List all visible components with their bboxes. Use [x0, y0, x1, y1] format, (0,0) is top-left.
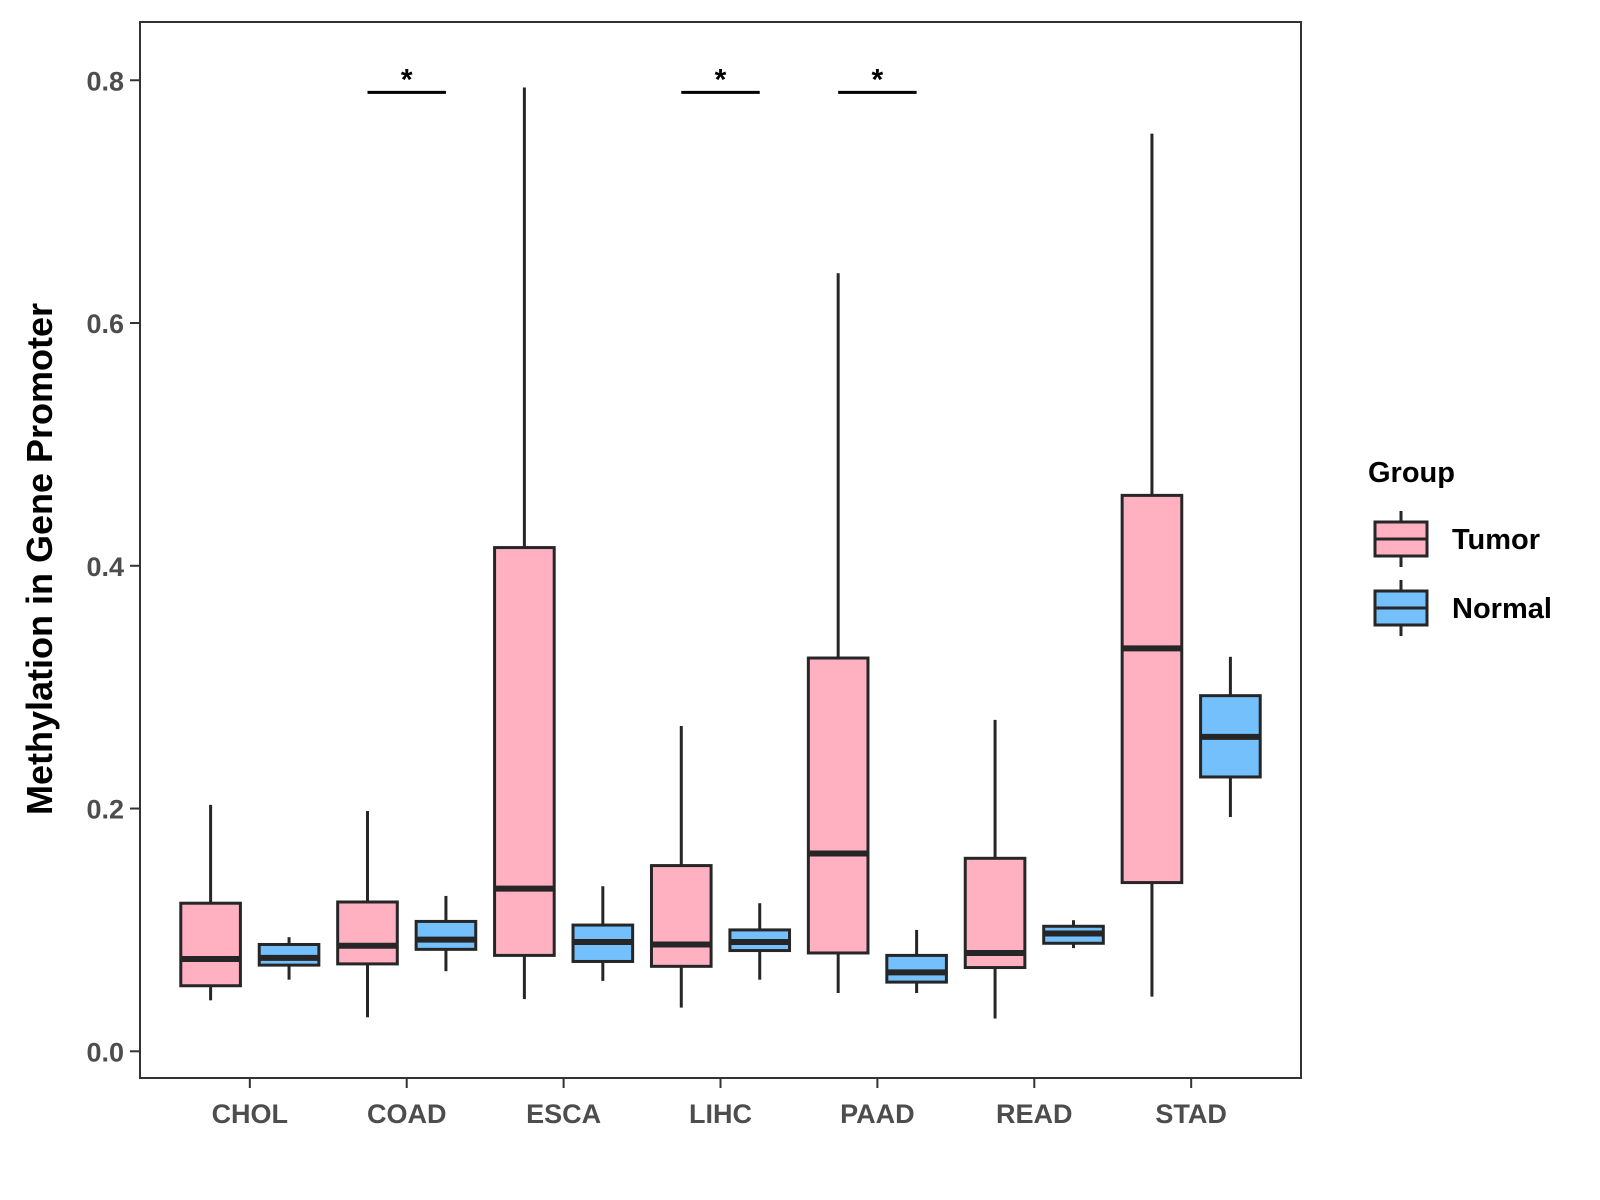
- legend-item-normal: Normal: [1373, 580, 1552, 636]
- y-tick-label: 0.8: [86, 66, 124, 96]
- y-tick-label: 0.2: [86, 795, 124, 825]
- y-tick-label: 0.0: [86, 1037, 124, 1067]
- panel-border: [139, 21, 1302, 1079]
- box-normal-coad: [414, 895, 478, 972]
- legend-title: Group: [1368, 457, 1455, 489]
- x-tick-label: READ: [996, 1099, 1073, 1129]
- box-tumor-paad: [806, 273, 870, 994]
- box-tumor-coad: [336, 810, 399, 1018]
- x-tick-label: LIHC: [689, 1099, 752, 1129]
- significance-star: *: [715, 63, 727, 96]
- legend-item-tumor: Tumor: [1373, 511, 1540, 567]
- significance-star: *: [401, 63, 413, 96]
- x-tick-label: COAD: [367, 1099, 447, 1129]
- box-normal-lihc: [728, 903, 792, 980]
- box-normal-chol: [257, 937, 321, 980]
- legend-label: Tumor: [1452, 524, 1540, 556]
- significance-annotations: * * *: [367, 63, 917, 96]
- significance-star: *: [872, 63, 884, 96]
- box-body: [257, 942, 321, 967]
- y-tick-label: 0.4: [86, 552, 124, 582]
- box-body: [414, 919, 478, 951]
- box-body: [179, 901, 242, 988]
- box-body: [1120, 493, 1184, 885]
- box-body: [336, 900, 399, 966]
- legend: Group Tumor Normal: [1368, 457, 1552, 636]
- x-axis: CHOL COAD ESCA LIHC PAAD READ STAD: [212, 1078, 1227, 1129]
- legend-label: Normal: [1452, 593, 1552, 625]
- y-tick-label: 0.6: [86, 309, 124, 339]
- y-axis: 0.0 0.2 0.4 0.6 0.8: [86, 66, 140, 1067]
- box-tumor-esca: [493, 87, 556, 1000]
- box-tumor-chol: [179, 804, 242, 1001]
- x-tick-label: PAAD: [840, 1099, 915, 1129]
- x-tick-label: CHOL: [212, 1099, 289, 1129]
- x-tick-label: ESCA: [526, 1099, 601, 1129]
- box-tumor-read: [963, 719, 1027, 1019]
- box-series: [179, 87, 1262, 1019]
- box-body: [963, 856, 1027, 970]
- box-normal-esca: [571, 886, 635, 981]
- box-tumor-lihc: [649, 726, 713, 1008]
- x-tick-label: STAD: [1155, 1099, 1227, 1129]
- box-normal-stad: [1199, 656, 1262, 818]
- box-normal-paad: [885, 929, 948, 994]
- box-body: [806, 656, 870, 955]
- box-body: [649, 864, 713, 968]
- box-body: [885, 953, 948, 984]
- box-tumor-stad: [1120, 133, 1184, 997]
- y-axis-title: Methylation in Gene Promoter: [19, 303, 60, 815]
- box-normal-read: [1042, 920, 1105, 949]
- box-body: [493, 546, 556, 957]
